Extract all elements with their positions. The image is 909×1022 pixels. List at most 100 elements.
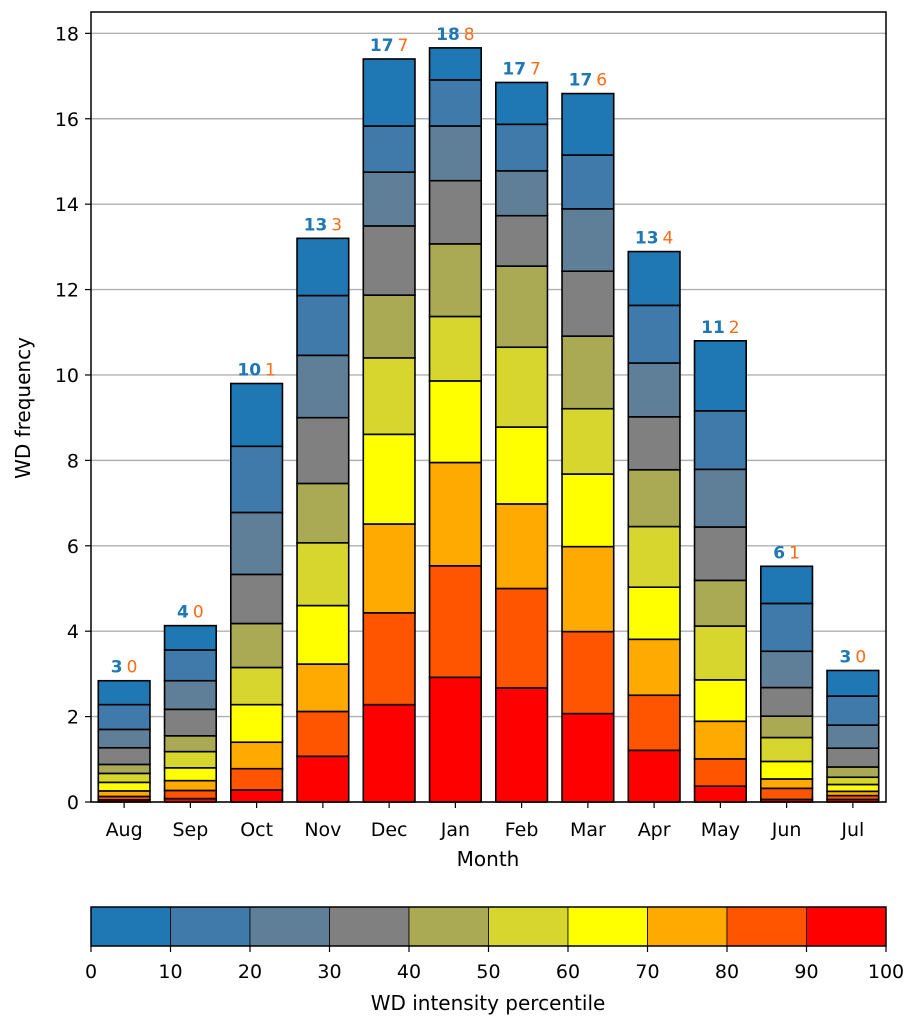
bar-top-label-extreme: 2 (729, 318, 740, 338)
bar-segment (561, 545, 615, 633)
colorbar-segment (726, 906, 807, 947)
bar-segment (362, 433, 416, 525)
x-tick-label: May (701, 819, 740, 841)
y-tick-label: 8 (67, 450, 79, 472)
bar-segment (428, 380, 483, 464)
bar-segment (627, 468, 681, 528)
bar-top-label: 13 4 (635, 229, 674, 249)
x-tick-label: Jun (771, 819, 802, 841)
bar-segment (428, 179, 483, 245)
bar-segment (296, 755, 350, 803)
bar-segment (826, 747, 880, 768)
bar-top-label-extreme: 7 (530, 59, 541, 79)
bar-top-label-extreme: 1 (789, 543, 800, 563)
bar-segment (826, 695, 880, 726)
bar-segment (296, 663, 350, 713)
bar-top-label-extreme: 8 (464, 25, 475, 45)
colorbar-tick-label: 10 (158, 961, 182, 983)
bar-segment (561, 712, 615, 803)
x-tick-label: Jul (840, 819, 864, 841)
bar-top-label-extreme: 6 (596, 71, 607, 91)
x-tick-label: Nov (304, 819, 341, 841)
bar-top-label-count: 18 (436, 25, 460, 45)
bar-segment (296, 604, 350, 665)
bar-segment (759, 715, 814, 739)
bar-top-label-extreme: 0 (127, 658, 138, 678)
bar-top-label-extreme: 1 (265, 361, 276, 381)
bar-top-label: 11 2 (701, 318, 740, 338)
x-tick-label: Apr (638, 819, 671, 841)
bar-segment (428, 243, 483, 318)
bar-top-label-extreme: 7 (398, 36, 409, 56)
colorbar-segment (647, 906, 728, 947)
bar-segment (229, 666, 284, 706)
bar-segment (163, 649, 218, 682)
colorbar-tick-label: 0 (85, 961, 97, 983)
bar-segment (97, 746, 151, 766)
bar-segment (362, 703, 416, 803)
bar-segment (494, 426, 549, 505)
x-tick-label: Feb (505, 819, 539, 841)
x-tick-label: Mar (570, 819, 606, 841)
bar-top-label: 18 8 (436, 25, 475, 45)
bar-segment (759, 778, 814, 790)
y-tick-label: 0 (67, 792, 79, 814)
bar-segment (296, 354, 350, 419)
bar-segment (296, 482, 350, 544)
bar-segment (428, 565, 483, 679)
bar-segment (296, 541, 350, 607)
bar-segment (163, 779, 218, 792)
bar-top-label-count: 13 (304, 215, 328, 235)
bar-segment (163, 767, 218, 782)
bar-segment (296, 710, 350, 758)
x-tick-label: Dec (371, 819, 408, 841)
bar-segment (759, 565, 814, 605)
bar-segment (693, 579, 748, 627)
bar-segment (428, 79, 483, 127)
x-tick-label: Oct (240, 819, 273, 841)
bar-segment (428, 125, 483, 182)
bar-top-label-count: 11 (701, 318, 725, 338)
bar-segment (428, 461, 483, 567)
bar-segment (561, 270, 615, 337)
bar-segment (693, 625, 748, 681)
bar-segment (362, 58, 416, 127)
x-tick-label: Jan (440, 819, 470, 841)
bar-segment (229, 741, 284, 770)
colorbar-segment (806, 906, 887, 947)
bar-segment (97, 763, 151, 775)
bar-segment (362, 357, 416, 436)
bar-segment (561, 154, 615, 210)
colorbar-label: WD intensity percentile (371, 991, 606, 1015)
bar-segment (229, 511, 284, 576)
bar-top-label: 17 7 (502, 59, 541, 79)
colorbar-tick-label: 40 (397, 961, 421, 983)
bar-segment (561, 92, 615, 156)
bar-segment (229, 622, 284, 669)
colorbar-segment (408, 906, 489, 947)
bar-segment (826, 766, 880, 779)
colorbar-tick-label: 30 (317, 961, 341, 983)
bar-top-labels: 3 04 010 113 317 718 817 717 613 411 26 13 0 (111, 25, 866, 678)
bar-top-label-count: 3 (111, 658, 123, 678)
bar-segment (627, 304, 681, 364)
bar-segment (494, 170, 549, 217)
bar-segment (229, 703, 284, 744)
bar-segment (627, 749, 681, 803)
bar-segment (826, 669, 880, 697)
bar-segment (362, 171, 416, 227)
colorbar-segment (90, 906, 171, 947)
bar-segment (627, 250, 681, 307)
bar-segment (759, 736, 814, 763)
bar-top-label-extreme: 0 (193, 603, 204, 623)
bar-segment (97, 728, 151, 749)
colorbar-tick-label: 20 (238, 961, 262, 983)
bar-segment (97, 790, 151, 798)
bar-top-label-count: 10 (237, 361, 261, 381)
colorbar-tick-label: 100 (868, 961, 904, 983)
bar-top-label-count: 13 (635, 229, 659, 249)
bar-segment (561, 630, 615, 715)
bar-segment (759, 760, 814, 780)
